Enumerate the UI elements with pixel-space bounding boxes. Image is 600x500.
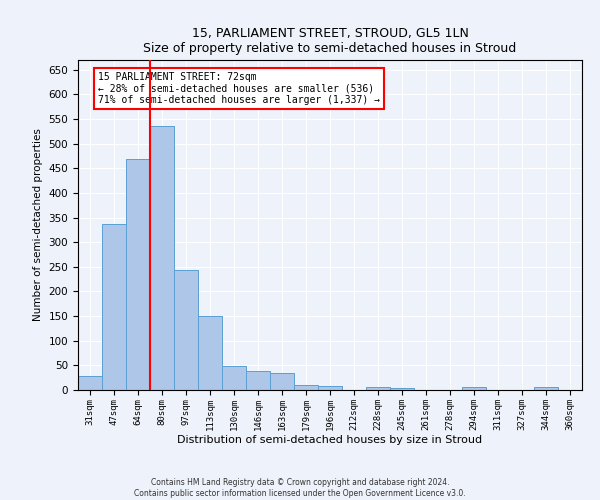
Bar xyxy=(534,386,558,390)
Bar xyxy=(222,366,246,390)
Title: 15, PARLIAMENT STREET, STROUD, GL5 1LN
Size of property relative to semi-detache: 15, PARLIAMENT STREET, STROUD, GL5 1LN S… xyxy=(143,26,517,54)
Text: 15 PARLIAMENT STREET: 72sqm
← 28% of semi-detached houses are smaller (536)
71% : 15 PARLIAMENT STREET: 72sqm ← 28% of sem… xyxy=(98,72,380,105)
Bar xyxy=(102,224,126,390)
Bar xyxy=(78,376,102,390)
Bar xyxy=(246,372,270,390)
Y-axis label: Number of semi-detached properties: Number of semi-detached properties xyxy=(33,128,43,322)
Bar xyxy=(390,388,414,390)
Bar xyxy=(462,386,486,390)
Text: Contains HM Land Registry data © Crown copyright and database right 2024.
Contai: Contains HM Land Registry data © Crown c… xyxy=(134,478,466,498)
Bar xyxy=(270,373,294,390)
Bar xyxy=(126,160,150,390)
Bar xyxy=(174,270,198,390)
Bar xyxy=(366,387,390,390)
Bar xyxy=(198,316,222,390)
Bar xyxy=(150,126,174,390)
Bar xyxy=(318,386,342,390)
Bar xyxy=(294,385,318,390)
X-axis label: Distribution of semi-detached houses by size in Stroud: Distribution of semi-detached houses by … xyxy=(178,436,482,446)
